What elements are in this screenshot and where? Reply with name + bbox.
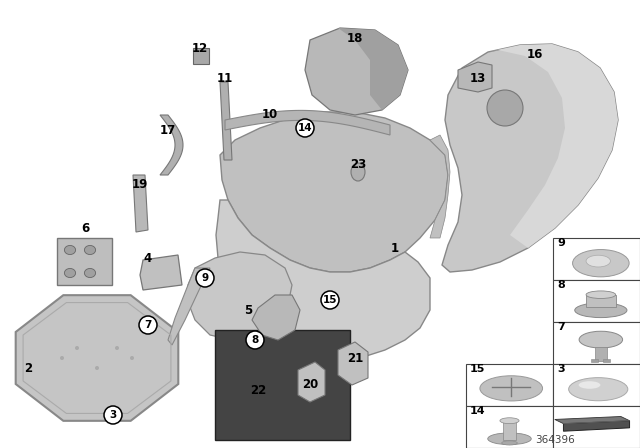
Polygon shape	[133, 175, 148, 232]
Circle shape	[196, 269, 214, 287]
Text: 3: 3	[109, 410, 116, 420]
Polygon shape	[220, 82, 232, 160]
Polygon shape	[252, 295, 300, 340]
Text: 10: 10	[262, 108, 278, 121]
Text: 22: 22	[250, 383, 266, 396]
Polygon shape	[555, 417, 630, 424]
Ellipse shape	[579, 331, 623, 348]
Polygon shape	[220, 112, 448, 272]
Bar	[215, 330, 350, 440]
Text: 6: 6	[81, 221, 89, 234]
Text: 11: 11	[217, 72, 233, 85]
Polygon shape	[488, 44, 618, 248]
Text: 20: 20	[302, 379, 318, 392]
Bar	[604, 359, 611, 362]
Circle shape	[104, 406, 122, 424]
Polygon shape	[188, 252, 292, 340]
Circle shape	[130, 356, 134, 360]
Text: 12: 12	[192, 42, 208, 55]
Ellipse shape	[65, 268, 76, 278]
Ellipse shape	[84, 268, 95, 278]
Bar	[504, 421, 516, 439]
Bar	[466, 364, 553, 406]
Ellipse shape	[488, 433, 531, 444]
Text: 2: 2	[24, 362, 32, 375]
Text: 9: 9	[202, 273, 209, 283]
Bar	[466, 406, 553, 448]
Circle shape	[95, 366, 99, 370]
Polygon shape	[168, 268, 210, 345]
Text: 21: 21	[347, 352, 363, 365]
Text: 3: 3	[557, 364, 564, 374]
Polygon shape	[57, 238, 112, 285]
Circle shape	[487, 90, 523, 126]
Bar	[553, 406, 640, 448]
Polygon shape	[586, 295, 616, 307]
Text: 15: 15	[470, 364, 485, 374]
Bar	[595, 347, 607, 361]
Polygon shape	[16, 295, 179, 421]
Polygon shape	[305, 28, 408, 115]
Text: 8: 8	[557, 280, 564, 290]
Text: 23: 23	[350, 159, 366, 172]
Circle shape	[321, 291, 339, 309]
Ellipse shape	[573, 250, 629, 277]
Ellipse shape	[586, 291, 616, 298]
Circle shape	[296, 119, 314, 137]
Bar	[553, 364, 640, 406]
Circle shape	[246, 331, 264, 349]
Polygon shape	[140, 255, 182, 290]
Ellipse shape	[569, 378, 628, 401]
Text: 18: 18	[347, 31, 363, 44]
Ellipse shape	[500, 418, 519, 424]
Text: 14: 14	[470, 406, 486, 416]
Text: 17: 17	[160, 124, 176, 137]
Polygon shape	[160, 115, 183, 175]
Ellipse shape	[502, 441, 517, 445]
Ellipse shape	[579, 381, 600, 389]
Bar	[553, 280, 640, 322]
Ellipse shape	[575, 303, 627, 318]
Ellipse shape	[84, 246, 95, 254]
Text: 4: 4	[144, 251, 152, 264]
Text: 16: 16	[527, 48, 543, 61]
Text: 7: 7	[144, 320, 152, 330]
Text: 364396: 364396	[535, 435, 575, 445]
Ellipse shape	[351, 163, 365, 181]
Polygon shape	[338, 28, 408, 110]
Polygon shape	[338, 342, 368, 385]
Text: 13: 13	[470, 72, 486, 85]
Text: 7: 7	[557, 322, 564, 332]
Text: 9: 9	[557, 238, 565, 248]
Polygon shape	[442, 44, 618, 272]
Text: 1: 1	[391, 241, 399, 254]
Text: 8: 8	[252, 335, 259, 345]
Ellipse shape	[65, 246, 76, 254]
Text: 14: 14	[298, 123, 312, 133]
Text: 5: 5	[244, 303, 252, 316]
Bar	[591, 359, 598, 362]
Ellipse shape	[480, 376, 543, 401]
Bar	[553, 238, 640, 280]
Circle shape	[60, 356, 64, 360]
Circle shape	[139, 316, 157, 334]
Bar	[193, 48, 209, 64]
Ellipse shape	[586, 255, 611, 267]
Polygon shape	[563, 421, 630, 431]
Polygon shape	[458, 62, 492, 92]
Polygon shape	[225, 110, 390, 135]
Bar	[553, 322, 640, 364]
Circle shape	[75, 346, 79, 350]
Text: 19: 19	[132, 178, 148, 191]
Circle shape	[115, 346, 119, 350]
Polygon shape	[430, 135, 450, 238]
Polygon shape	[216, 200, 430, 362]
Text: 15: 15	[323, 295, 337, 305]
Polygon shape	[298, 362, 325, 402]
